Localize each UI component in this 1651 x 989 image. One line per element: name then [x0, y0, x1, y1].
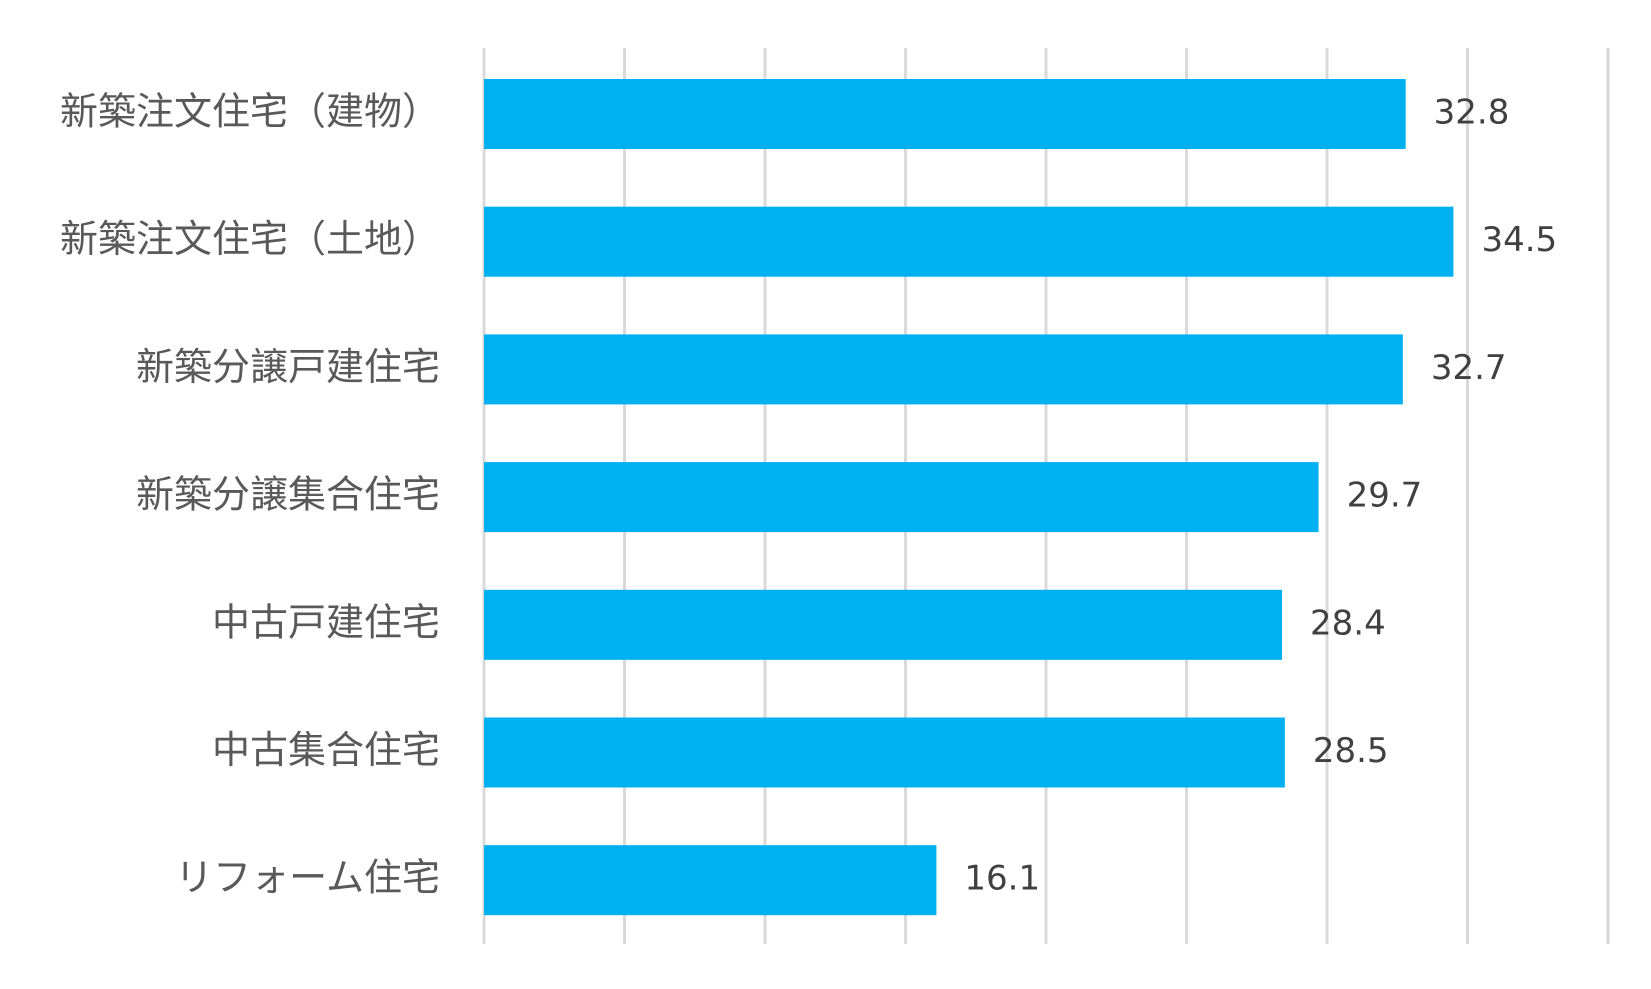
- value-label: 29.7: [1347, 476, 1423, 516]
- category-labels: 新築注文住宅（建物） 新築注文住宅（土地） 新築分譲戸建住宅新築分譲集合住宅中古戸建…: [60, 90, 440, 900]
- category-label: 新築注文住宅（土地）: [60, 217, 440, 261]
- value-labels: 32.8 34.5 32.7 29.7 28.4 28.5 16.1: [964, 93, 1557, 899]
- value-label: 28.4: [1310, 603, 1386, 643]
- bar: [484, 845, 937, 916]
- value-label: 16.1: [964, 859, 1040, 899]
- value-label: 34.5: [1481, 220, 1557, 260]
- category-label: 新築分譲戸建住宅: [136, 345, 440, 389]
- value-label: 32.8: [1434, 93, 1510, 133]
- category-label: リフォーム住宅: [175, 856, 440, 900]
- bar: [484, 79, 1406, 149]
- value-label: 32.7: [1431, 348, 1507, 388]
- bar: [484, 334, 1403, 405]
- category-label: 中古戸建住宅: [212, 600, 440, 644]
- bar: [484, 589, 1283, 660]
- bar: [484, 462, 1319, 533]
- value-label: 28.5: [1313, 731, 1389, 771]
- bars: [484, 79, 1454, 916]
- category-label: 中古集合住宅: [212, 728, 440, 772]
- bar: [484, 206, 1454, 277]
- category-label: 新築注文住宅（建物）: [60, 90, 440, 134]
- bar: [484, 717, 1285, 788]
- category-label: 新築分譲集合住宅: [136, 473, 440, 517]
